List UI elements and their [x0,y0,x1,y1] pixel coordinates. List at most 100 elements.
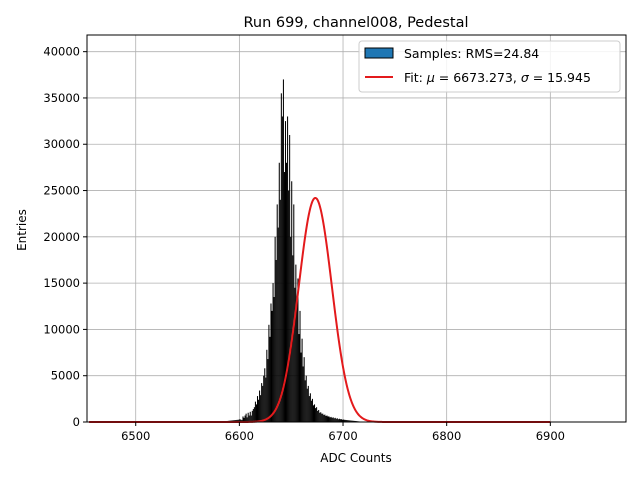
histogram-bar [302,366,304,422]
histogram-bar [236,419,238,422]
legend-fit-prefix: Fit: [404,70,427,85]
histogram-bar [333,418,335,422]
histogram-bar [344,419,346,422]
y-tick-label: 40000 [43,45,80,59]
histogram-bar [336,418,338,422]
histogram-bar [301,338,303,422]
histogram-bar [282,79,284,423]
histogram-bar [239,419,241,422]
histogram-bar [284,121,287,422]
histogram-bar [330,416,332,422]
histogram-bar [254,401,256,422]
histogram-bar [347,420,349,422]
histogram-bar [315,408,317,422]
histogram-bar [353,420,355,422]
histogram-bar [237,419,239,422]
legend: Samples: RMS=24.84 Fit: μ = 6673.273, σ … [358,40,621,93]
histogram-bar [281,116,283,422]
legend-label-samples: Samples: RMS=24.84 [404,46,539,61]
histogram-bar [290,236,292,422]
x-tick-label: 6500 [121,429,150,443]
histogram-bar [279,199,281,422]
histogram-bar [319,412,321,422]
histogram-bar [306,388,308,422]
histogram-bar [348,420,350,422]
legend-patch-samples [364,47,394,59]
histogram-bar [298,334,300,422]
x-tick-label: 6800 [432,429,461,443]
histogram-bar [338,418,340,422]
histogram-bar [243,417,245,422]
histogram-bar [277,227,279,422]
histogram-bar [325,415,327,422]
histogram-bar [245,413,247,422]
histogram-bar [307,385,309,422]
x-tick-label: 6600 [225,429,254,443]
histogram-bar [255,404,257,422]
histogram-bar [251,410,253,422]
histogram-bar [352,420,354,422]
histogram-bar [346,420,348,422]
y-tick-label: 5000 [51,369,80,383]
histogram-bar [280,93,282,422]
histogram-bar [340,419,342,422]
histogram-bar [291,181,293,422]
histogram-bar [349,420,351,422]
histogram-bars [218,79,364,423]
histogram-bar [334,417,336,422]
histogram-bar [256,396,259,422]
histogram-bar [299,310,301,422]
histogram-bar [258,399,260,422]
histogram-bar [242,416,244,422]
histogram-bar [321,413,323,422]
histogram-bar [296,301,298,422]
fit-curve [89,196,551,423]
histogram-bar [326,415,328,422]
histogram-bar [318,409,320,422]
histogram-bar [247,412,249,422]
histogram-bar [323,415,325,422]
histogram-bar [310,400,312,422]
histogram-bar [253,407,255,422]
histogram-bar [350,420,352,422]
histogram-bar [354,420,356,422]
histogram-bar [261,383,263,422]
histogram-bar [314,404,316,422]
histogram-bar [286,162,288,422]
histogram-bar [262,385,264,422]
y-tick-label: 20000 [43,230,80,244]
histogram-bar [238,419,240,422]
histogram-bar [287,116,289,422]
y-tick-label: 30000 [43,137,80,151]
y-tick-label: 15000 [43,276,80,290]
histogram-bar [268,324,270,422]
histogram-bar [343,419,345,422]
histogram-bar [303,357,305,422]
histogram-bar [265,377,267,422]
histogram-bar [278,162,280,422]
histogram-bar [345,419,347,422]
legend-sigma-symbol: σ [521,70,530,85]
histogram-bar [316,407,318,422]
histogram-bar [249,411,251,422]
histogram-bar [351,420,353,422]
histogram-bar [294,287,296,422]
histogram-bar [309,393,311,422]
histogram-bar [270,303,272,422]
histogram-bar [274,236,276,422]
y-tick-label: 0 [73,415,80,429]
histogram-bar [250,415,252,422]
histogram-bar [267,359,269,422]
x-axis-label: ADC Counts [320,451,392,465]
histogram-bar [260,395,262,422]
histogram-bar [269,336,271,422]
y-tick-label: 25000 [43,184,80,198]
histogram-bar [293,204,295,422]
histogram-bar [289,134,291,423]
histogram-bar [259,390,261,422]
histogram-bar [322,413,324,422]
histogram-bar [312,405,315,422]
histogram-bar [331,417,333,422]
histogram-bar [297,278,299,422]
